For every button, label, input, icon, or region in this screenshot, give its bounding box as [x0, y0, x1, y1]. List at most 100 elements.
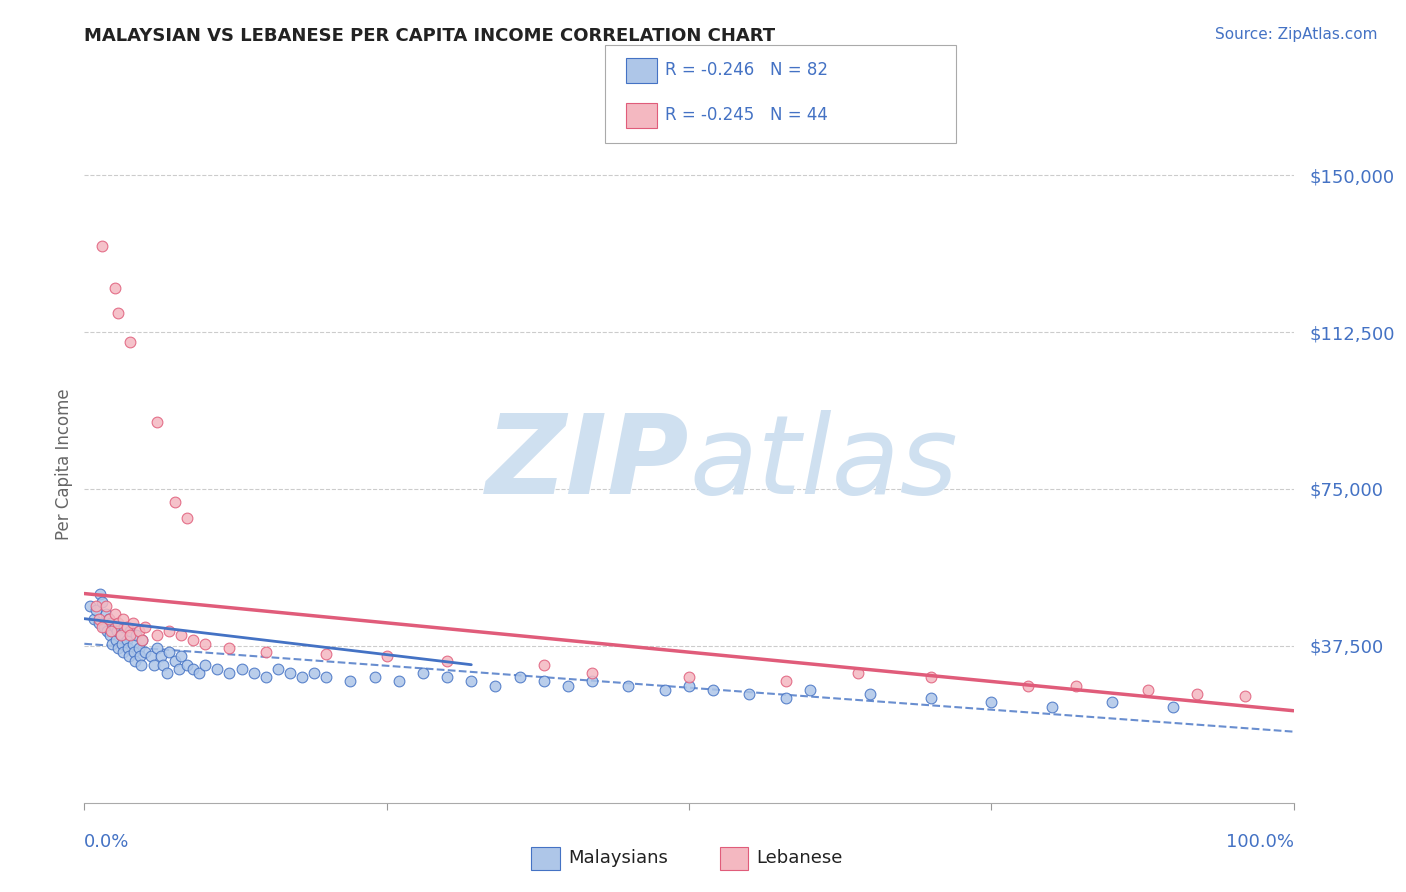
Point: [98, 628, 121, 642]
Text: atlas: atlas: [689, 410, 957, 517]
Point: [194, 657, 217, 672]
Text: ZIP: ZIP: [485, 410, 689, 517]
Text: R = -0.246   N = 82: R = -0.246 N = 82: [665, 62, 828, 79]
Point: [799, 682, 821, 697]
Point: [1017, 679, 1039, 693]
Point: [1064, 679, 1087, 693]
Point: [100, 624, 122, 639]
Point: [231, 662, 253, 676]
Point: [128, 640, 150, 655]
Point: [121, 637, 143, 651]
Point: [91, 620, 114, 634]
Text: Malaysians: Malaysians: [568, 849, 668, 867]
Point: [104, 632, 127, 647]
Point: [302, 666, 325, 681]
Point: [107, 306, 129, 320]
Point: [104, 281, 127, 295]
Point: [105, 624, 128, 639]
Point: [581, 666, 603, 681]
Point: [617, 679, 640, 693]
Point: [1234, 689, 1257, 703]
Point: [654, 682, 676, 697]
Point: [91, 239, 114, 253]
Point: [678, 679, 700, 693]
Point: [146, 628, 169, 642]
Point: [104, 620, 127, 634]
Point: [104, 607, 127, 622]
Point: [112, 612, 135, 626]
Point: [157, 624, 180, 639]
Text: Source: ZipAtlas.com: Source: ZipAtlas.com: [1215, 27, 1378, 42]
Point: [1040, 699, 1063, 714]
Point: [315, 670, 337, 684]
Point: [388, 674, 411, 689]
Point: [436, 670, 458, 684]
Point: [146, 415, 169, 429]
Point: [143, 657, 166, 672]
Point: [89, 586, 111, 600]
Point: [678, 670, 700, 684]
Text: Lebanese: Lebanese: [756, 849, 842, 867]
Point: [115, 620, 138, 634]
Point: [86, 599, 108, 614]
Point: [163, 494, 186, 508]
Point: [170, 649, 193, 664]
Point: [87, 612, 110, 626]
Point: [97, 612, 120, 626]
Point: [775, 674, 797, 689]
Point: [120, 624, 142, 639]
Point: [1185, 687, 1208, 701]
Point: [129, 657, 152, 672]
Point: [112, 645, 135, 659]
Point: [83, 612, 105, 626]
Point: [1161, 699, 1184, 714]
Point: [115, 632, 138, 647]
Point: [131, 632, 153, 647]
Point: [254, 670, 277, 684]
Point: [702, 682, 724, 697]
Point: [96, 624, 118, 639]
Point: [339, 674, 361, 689]
Point: [176, 657, 198, 672]
Point: [181, 632, 204, 647]
Text: R = -0.245   N = 44: R = -0.245 N = 44: [665, 106, 828, 124]
Point: [125, 628, 148, 642]
Point: [131, 632, 153, 647]
Text: 0.0%: 0.0%: [84, 833, 129, 851]
Point: [124, 653, 146, 667]
Point: [484, 679, 506, 693]
Point: [110, 628, 132, 642]
Point: [129, 649, 152, 664]
Point: [112, 620, 135, 634]
Point: [218, 640, 240, 655]
Point: [315, 647, 337, 661]
Point: [157, 645, 180, 659]
Point: [139, 649, 162, 664]
Point: [117, 640, 139, 655]
Point: [267, 662, 290, 676]
Point: [1101, 695, 1123, 709]
Point: [363, 670, 385, 684]
Point: [533, 674, 555, 689]
Point: [581, 674, 603, 689]
Point: [920, 670, 942, 684]
Point: [181, 662, 204, 676]
Point: [110, 628, 132, 642]
Point: [170, 628, 193, 642]
Point: [188, 666, 211, 681]
Point: [163, 653, 186, 667]
Point: [152, 657, 174, 672]
Point: [134, 645, 156, 659]
Point: [176, 511, 198, 525]
Point: [278, 666, 301, 681]
Point: [207, 662, 229, 676]
Point: [100, 615, 122, 630]
Point: [155, 666, 177, 681]
Point: [97, 612, 120, 626]
Point: [118, 649, 141, 664]
Point: [94, 607, 117, 622]
Point: [120, 628, 142, 642]
Point: [1137, 682, 1160, 697]
Point: [91, 595, 114, 609]
Point: [412, 666, 434, 681]
